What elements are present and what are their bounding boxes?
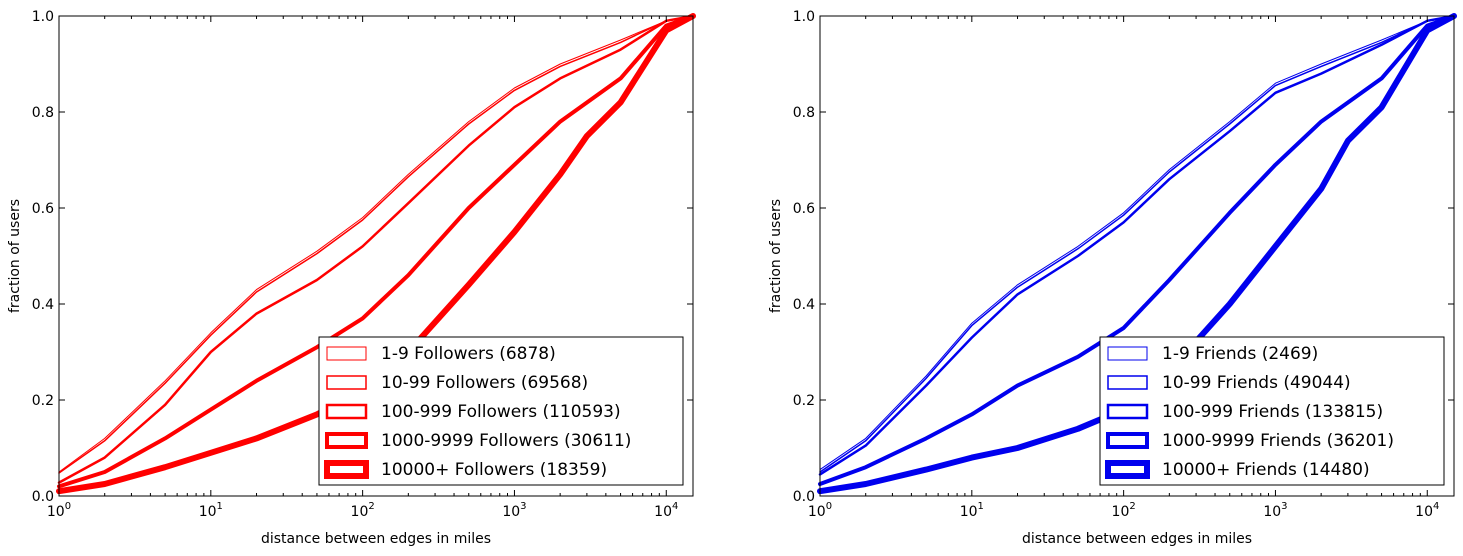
series-line-3 [57, 14, 695, 484]
legend-swatch [326, 375, 367, 390]
legend-label: 10000+ Followers (18359) [381, 460, 607, 480]
y-tick-label: 1.0 [793, 9, 815, 25]
x-tick-label: 101 [960, 501, 984, 520]
legend-swatch [326, 346, 367, 361]
series-line-1 [58, 15, 694, 473]
legend-swatch [1105, 460, 1150, 479]
y-tick-label: 0.4 [793, 297, 815, 313]
legend: 1-9 Friends (2469) 10-99 Friends (49044) 1… [1099, 336, 1445, 486]
y-tick-label: 0.8 [793, 105, 815, 121]
plot-frame [58, 15, 694, 497]
y-axis-label: fraction of users [7, 199, 23, 313]
legend-swatch [324, 460, 369, 479]
legend-label: 100-999 Friends (133815) [1162, 402, 1383, 422]
legend-label: 10-99 Friends (49044) [1162, 373, 1351, 393]
y-tick-label: 0.6 [793, 201, 815, 217]
x-axis-label: distance between edges in miles [1022, 531, 1252, 547]
y-tick-label: 0.4 [32, 297, 54, 313]
x-tick-label: 104 [654, 501, 678, 520]
x-axis-label: distance between edges in miles [261, 531, 491, 547]
legend-box [1099, 336, 1445, 486]
y-tick-label: 0.0 [793, 489, 815, 505]
legend-swatch [325, 432, 368, 449]
y-tick-label: 0.0 [32, 489, 54, 505]
legend-label: 10-99 Followers (69568) [381, 373, 588, 393]
series-line-4 [57, 14, 695, 489]
x-tick-label: 104 [1415, 501, 1439, 520]
legend-label: 1-9 Followers (6878) [381, 344, 556, 364]
legend-label: 1000-9999 Friends (36201) [1162, 431, 1394, 451]
legend-box [318, 336, 684, 486]
legend-label: 1000-9999 Followers (30611) [381, 431, 631, 451]
y-tick-label: 0.6 [32, 201, 54, 217]
x-tick-label: 102 [351, 501, 375, 520]
series-line-4 [818, 14, 1456, 486]
y-tick-label: 0.8 [32, 105, 54, 121]
legend-swatch [1106, 403, 1149, 420]
y-axis-label: fraction of users [768, 199, 784, 313]
y-tick-label: 1.0 [32, 9, 54, 25]
x-tick-label: 100 [47, 501, 71, 520]
x-tick-label: 101 [199, 501, 223, 520]
plot-frame [819, 15, 1455, 497]
y-tick-label: 0.2 [793, 393, 815, 409]
y-tick-label: 0.2 [32, 393, 54, 409]
chart-panel-1: 0.0 0.2 0.4 0.6 0.8 1.0 100 101 102 103 104 distanc… [7, 9, 696, 547]
series-line-2 [58, 15, 694, 474]
x-tick-label: 103 [502, 501, 526, 520]
series-line-2 [819, 15, 1455, 473]
legend: 1-9 Followers (6878) 10-99 Followers (695… [318, 336, 684, 486]
legend-swatch [325, 403, 368, 420]
legend-swatch [1106, 432, 1149, 449]
legend-label: 1-9 Friends (2469) [1162, 344, 1318, 364]
legend-swatch [1107, 346, 1148, 361]
x-tick-label: 100 [808, 501, 832, 520]
x-tick-label: 102 [1112, 501, 1136, 520]
legend-label: 100-999 Followers (110593) [381, 402, 621, 422]
legend-label: 10000+ Friends (14480) [1162, 460, 1370, 480]
x-tick-label: 103 [1263, 501, 1287, 520]
series-line-3 [818, 14, 1456, 476]
series-line-1 [819, 15, 1455, 471]
legend-swatch [1107, 375, 1148, 390]
chart-panel-2: 0.0 0.2 0.4 0.6 0.8 1.0 100 101 102 103 104 distanc… [768, 9, 1457, 547]
